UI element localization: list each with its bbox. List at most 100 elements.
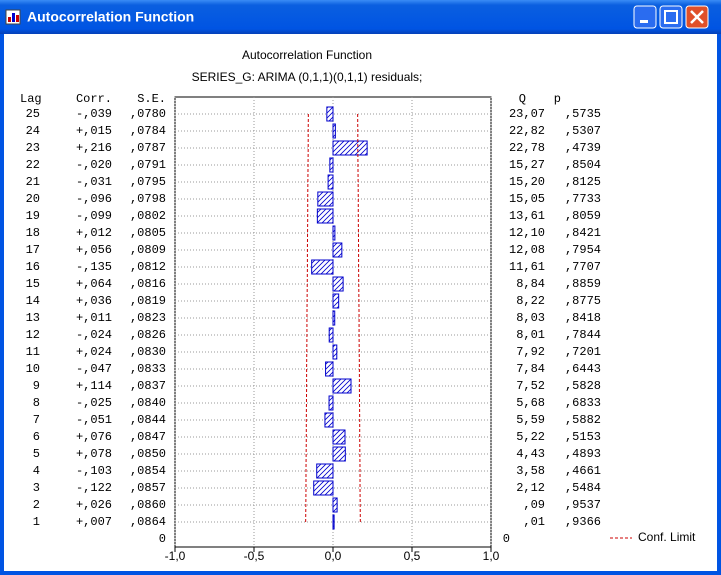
p-label: ,8775 <box>565 294 601 308</box>
corr-label: -,099 <box>76 209 112 223</box>
se-label: ,0850 <box>130 447 166 461</box>
bar <box>332 293 340 309</box>
title-bar <box>0 0 721 34</box>
corr-label: -,096 <box>76 192 112 206</box>
column-header: Corr. <box>76 92 112 106</box>
corr-label: -,047 <box>76 362 112 376</box>
se-label: ,0816 <box>130 277 166 291</box>
corr-label: +,216 <box>76 141 112 155</box>
se-label: ,0844 <box>130 413 166 427</box>
q-label: 3,58 <box>516 464 545 478</box>
chart-title: Autocorrelation Function <box>242 48 372 62</box>
se-label: ,0791 <box>130 158 166 172</box>
bar <box>332 514 335 530</box>
maximize-button[interactable] <box>659 5 683 29</box>
q-label: 8,01 <box>516 328 545 342</box>
p-label: ,7201 <box>565 345 601 359</box>
p-label: ,7733 <box>565 192 601 206</box>
corr-label: -,103 <box>76 464 112 478</box>
q-label: 5,22 <box>516 430 545 444</box>
p-label: ,8504 <box>565 158 601 172</box>
lag-label: 24 <box>26 124 40 138</box>
close-button[interactable] <box>685 5 709 29</box>
lag-label: 25 <box>26 107 40 121</box>
conf-limit-line <box>305 113 309 523</box>
corr-label: +,078 <box>76 447 112 461</box>
corr-label: +,026 <box>76 498 112 512</box>
lag-label: 15 <box>26 277 40 291</box>
corr-label: -,135 <box>76 260 112 274</box>
q-label: 22,78 <box>509 141 545 155</box>
lag-label: 17 <box>26 243 40 257</box>
se-label: ,0795 <box>130 175 166 189</box>
minimize-button[interactable] <box>633 5 657 29</box>
bar <box>332 123 336 139</box>
bar <box>329 157 334 173</box>
column-header: Lag <box>20 92 42 106</box>
lag-label: 12 <box>26 328 40 342</box>
bar <box>316 463 334 479</box>
lag-label: 8 <box>33 396 40 410</box>
se-label: ,0840 <box>130 396 166 410</box>
p-label: ,9366 <box>565 515 601 529</box>
q-label: ,01 <box>523 515 545 529</box>
q-label: 8,84 <box>516 277 545 291</box>
corr-label: -,020 <box>76 158 112 172</box>
bar <box>327 174 334 190</box>
lag-label: 1 <box>33 515 40 529</box>
bar <box>313 480 334 496</box>
lag-label: 7 <box>33 413 40 427</box>
lag-label: 23 <box>26 141 40 155</box>
x-tick-label: -0,5 <box>244 549 265 563</box>
bar <box>332 310 336 326</box>
corr-label: -,051 <box>76 413 112 427</box>
lag-label: 14 <box>26 294 40 308</box>
p-label: ,8859 <box>565 277 601 291</box>
p-label: ,5735 <box>565 107 601 121</box>
corr-label: -,122 <box>76 481 112 495</box>
p-label: ,7707 <box>565 260 601 274</box>
p-label: ,7844 <box>565 328 601 342</box>
corr-label: +,015 <box>76 124 112 138</box>
q-label: 22,82 <box>509 124 545 138</box>
x-tick-label: -1,0 <box>165 549 186 563</box>
se-label: ,0784 <box>130 124 166 138</box>
p-label: ,8125 <box>565 175 601 189</box>
corr-label: -,039 <box>76 107 112 121</box>
corr-label: +,056 <box>76 243 112 257</box>
p-label: ,9537 <box>565 498 601 512</box>
q-label: 13,61 <box>509 209 545 223</box>
lag-label: 4 <box>33 464 40 478</box>
bar <box>328 327 334 343</box>
q-label: 5,59 <box>516 413 545 427</box>
q-label: 12,08 <box>509 243 545 257</box>
p-label: ,8059 <box>565 209 601 223</box>
corr-label: +,036 <box>76 294 112 308</box>
bar <box>316 208 334 224</box>
se-label: ,0837 <box>130 379 166 393</box>
bar <box>325 361 334 377</box>
bar <box>317 191 334 207</box>
chart-subtitle: SERIES_G: ARIMA (0,1,1)(0,1,1) residuals… <box>192 70 423 84</box>
corr-label: +,076 <box>76 430 112 444</box>
q-label: 15,27 <box>509 158 545 172</box>
se-label: ,0857 <box>130 481 166 495</box>
q-label: 7,52 <box>516 379 545 393</box>
p-label: ,4893 <box>565 447 601 461</box>
corr-label: +,114 <box>76 379 112 393</box>
se-label: ,0812 <box>130 260 166 274</box>
q-label: 15,20 <box>509 175 545 189</box>
app-icon-bar <box>12 13 15 22</box>
q-label: 8,22 <box>516 294 545 308</box>
lag-label: 2 <box>33 498 40 512</box>
bar <box>332 276 344 292</box>
x-tick-label: 0,5 <box>404 549 421 563</box>
q-label: 8,03 <box>516 311 545 325</box>
q-label: 11,61 <box>509 260 545 274</box>
bar <box>332 497 338 513</box>
corr-label: -,025 <box>76 396 112 410</box>
se-label: ,0787 <box>130 141 166 155</box>
corr-label: -,024 <box>76 328 112 342</box>
bar <box>332 378 352 394</box>
